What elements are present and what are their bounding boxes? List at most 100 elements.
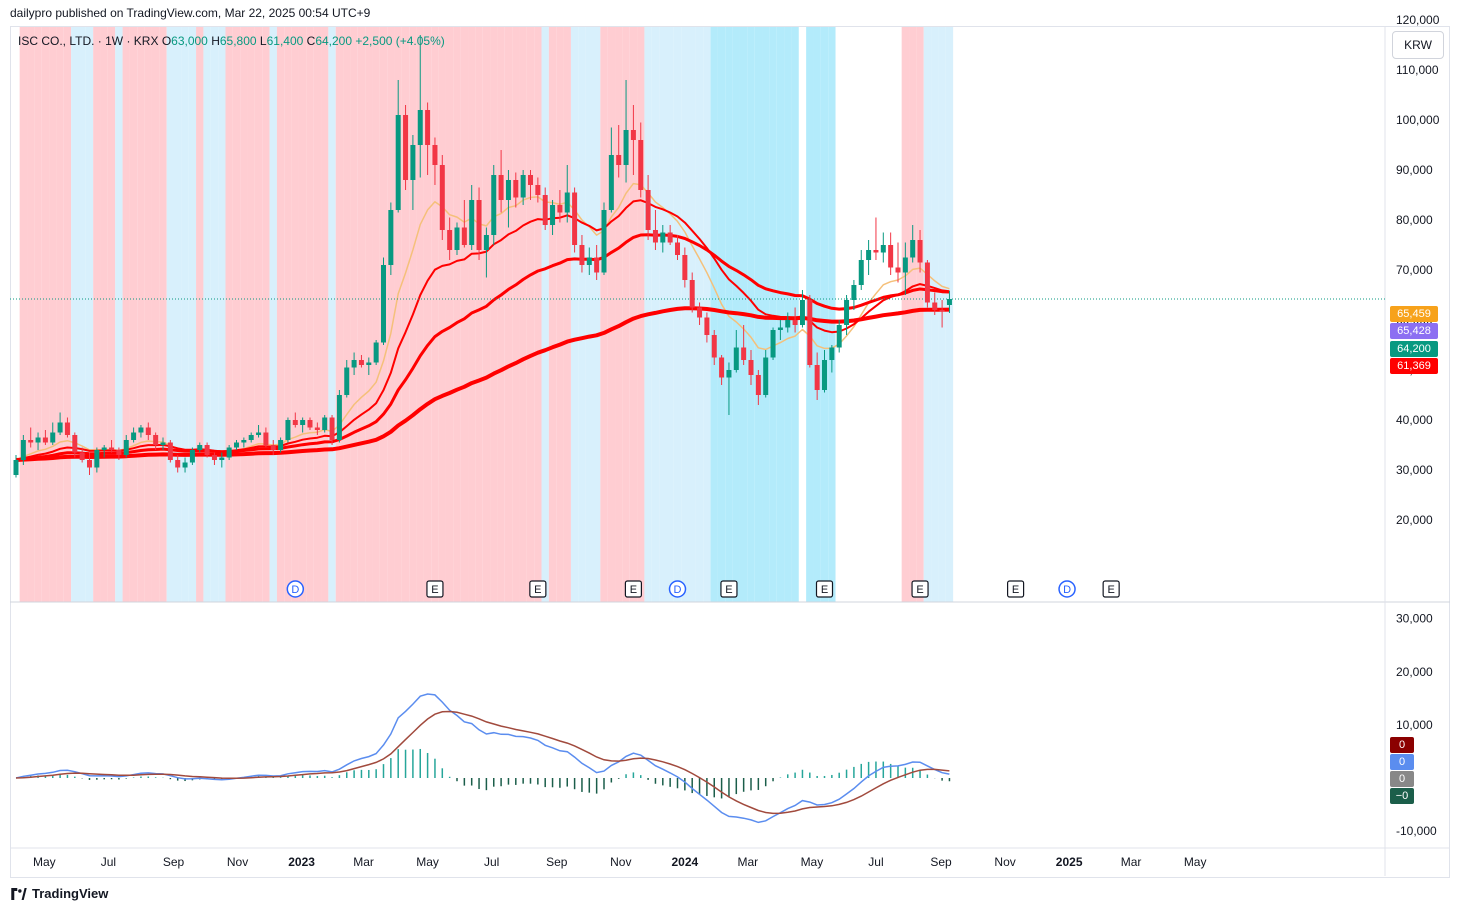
candle-body [395, 115, 401, 210]
signal-band [482, 27, 491, 602]
signal-band [276, 27, 285, 602]
macd-line [15, 693, 950, 824]
signal-band [335, 27, 344, 602]
candle-body [160, 442, 166, 445]
candle-body [748, 360, 754, 375]
macd-tag-zero: 0 [1390, 771, 1414, 787]
signal-band [563, 27, 571, 602]
signal-band [688, 27, 696, 602]
time-tick-label: 2023 [288, 855, 315, 869]
candle-body [550, 205, 556, 225]
signal-band [754, 27, 763, 602]
candle-body [278, 440, 284, 450]
symbol-name: ISC CO., LTD. · 1W · KRX [18, 34, 159, 48]
ema-long-price-tag: 61,369 [1390, 358, 1438, 374]
signal-band [225, 27, 233, 602]
currency-button[interactable]: KRW [1392, 31, 1444, 59]
candle-body [733, 347, 739, 370]
signal-band [490, 27, 498, 602]
candle-body [101, 447, 107, 450]
signal-band [401, 27, 410, 602]
time-tick-label: 2025 [1056, 855, 1083, 869]
candle-body [307, 420, 313, 428]
candle-body [814, 365, 820, 390]
candle-body [623, 130, 629, 165]
signal-band [166, 27, 175, 602]
time-tick-label: Mar [738, 855, 759, 869]
price-tick-label: 120,000 [1396, 13, 1440, 27]
price-tick-label: 40,000 [1396, 413, 1433, 427]
candle-body [675, 242, 680, 255]
time-tick-label: Sep [546, 855, 568, 869]
candle-body [197, 445, 203, 450]
grid [10, 27, 1450, 876]
publish-line: dailypro published on TradingView.com, M… [10, 6, 371, 20]
candle-body [403, 115, 409, 180]
candle-body [131, 432, 137, 440]
signal-band [497, 27, 505, 602]
candle-body [256, 432, 262, 435]
signal-band [820, 27, 829, 602]
candle-body [741, 347, 747, 360]
earnings-marker [426, 580, 444, 598]
signal-band [63, 27, 72, 602]
candle-body [35, 437, 41, 443]
signal-band [519, 27, 527, 602]
signal-band [717, 27, 726, 602]
signal-band [49, 27, 57, 602]
earnings-marker-label: E [534, 584, 541, 596]
candle-body [314, 427, 320, 430]
candle-body [64, 422, 70, 435]
signal-band [122, 27, 130, 602]
signal-band [174, 27, 182, 602]
candle-body [704, 317, 710, 335]
candle-body [20, 440, 26, 460]
signal-band [673, 27, 682, 602]
signal-band [27, 27, 35, 602]
candle-body [807, 300, 813, 365]
signal-band [423, 27, 432, 602]
candle-body [895, 267, 901, 273]
signal-band [284, 27, 292, 602]
candle-body [505, 180, 511, 200]
signal-band [526, 27, 535, 602]
candle-body [219, 457, 225, 460]
signal-band [365, 27, 373, 602]
candle-body [72, 435, 78, 453]
candle-body [439, 165, 445, 230]
symbol-legend: ISC CO., LTD. · 1W · KRX O63,000 H65,800… [18, 34, 445, 48]
signal-band [41, 27, 50, 602]
change-value: +2,500 (+4.05%) [355, 34, 445, 48]
candle-body [528, 175, 533, 185]
chart-frame[interactable] [10, 26, 1450, 878]
candle-body [204, 445, 210, 455]
signal-band [534, 27, 542, 602]
signal-band [453, 27, 461, 602]
signal-band [600, 27, 608, 602]
candle-body [689, 280, 695, 308]
signal-band [151, 27, 160, 602]
signal-band [622, 27, 630, 602]
candle-body [109, 447, 115, 450]
candle-body [873, 250, 879, 253]
signal-band [681, 27, 689, 602]
earnings-marker [1006, 580, 1025, 598]
signal-band [512, 27, 520, 602]
candle-body [79, 452, 85, 460]
candle-body [417, 110, 423, 145]
time-tick-label: Jul [868, 855, 883, 869]
candle-body [189, 450, 195, 463]
time-tick-label: 2024 [671, 855, 698, 869]
close-value: 64,200 [315, 34, 353, 48]
candle-body [638, 140, 644, 190]
candle-body [270, 445, 276, 450]
candle-body [410, 145, 416, 180]
signal-band [556, 27, 564, 602]
candle-body [910, 240, 916, 258]
signal-band [343, 27, 351, 602]
candle-body [844, 300, 850, 325]
earnings-marker [1102, 580, 1120, 598]
macd-tag-histogram: −0 [1390, 788, 1414, 804]
